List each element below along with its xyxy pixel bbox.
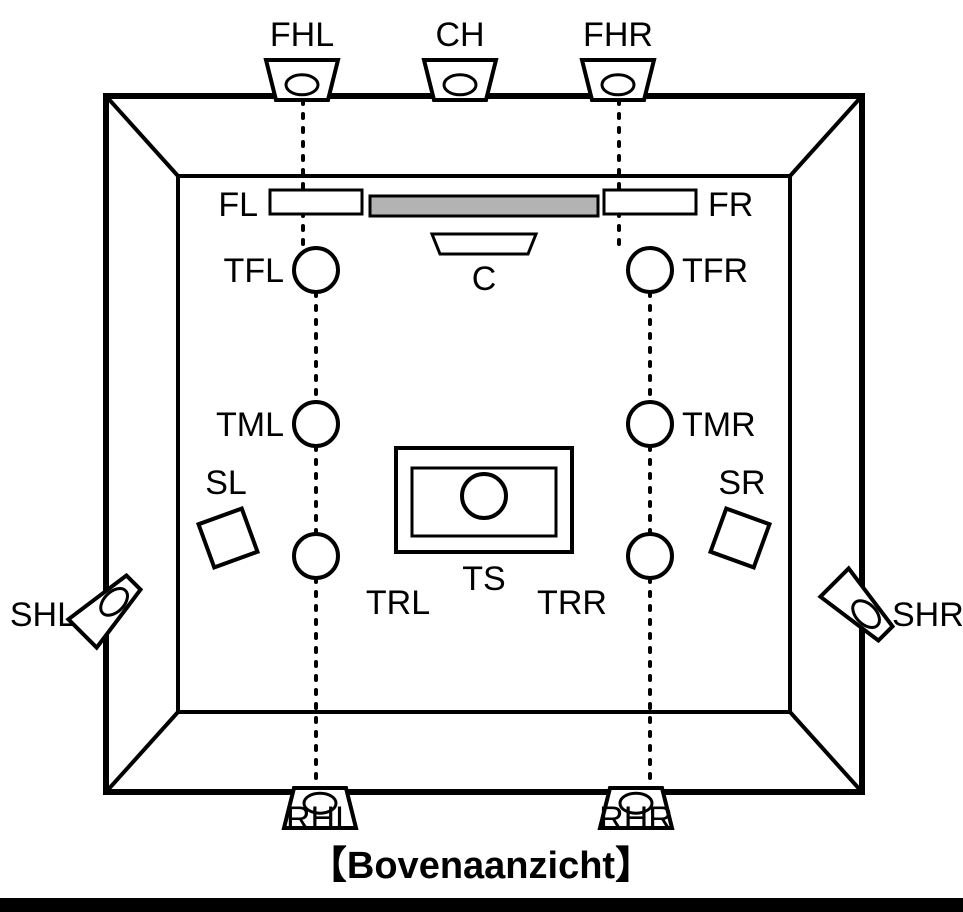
speaker-fhr: [582, 60, 654, 100]
label-fl: FL: [218, 186, 258, 224]
label-shr: SHR: [892, 596, 963, 634]
speaker-tmr: [628, 402, 672, 446]
speaker-tml: [294, 402, 338, 446]
bottom-bar: [0, 898, 963, 912]
label-tmr: TMR: [682, 406, 756, 444]
speaker-tfl: [294, 248, 338, 292]
label-trr: TRR: [537, 584, 607, 622]
speaker-trr: [628, 534, 672, 578]
label-rhl: RHL: [286, 800, 354, 838]
label-c: C: [472, 260, 497, 298]
label-tfr: TFR: [682, 252, 748, 290]
label-shl: SHL: [10, 596, 76, 634]
diagram-title: 【Bovenaanzicht】: [309, 845, 653, 887]
speaker-fl: [270, 190, 362, 214]
label-rhr: RHR: [599, 800, 673, 838]
screen-bar: [370, 196, 598, 216]
speaker-layout-diagram: FHL CH FHR FL FR TFL TFR C TML TMR SL SR TS TRL TRR SHL…: [0, 0, 963, 912]
label-sl: SL: [205, 464, 247, 502]
speaker-trl: [294, 534, 338, 578]
listener-head: [462, 474, 506, 518]
label-sr: SR: [718, 464, 765, 502]
label-fhr: FHR: [583, 16, 653, 54]
speaker-ch: [424, 60, 496, 100]
speaker-tfr: [628, 248, 672, 292]
speaker-fhl: [266, 60, 338, 100]
label-fr: FR: [708, 186, 753, 224]
speaker-fr: [604, 190, 696, 214]
label-fhl: FHL: [270, 16, 334, 54]
label-tml: TML: [216, 406, 284, 444]
label-ts: TS: [462, 560, 505, 598]
center-speaker: [432, 234, 536, 254]
label-ch: CH: [435, 16, 484, 54]
label-trl: TRL: [366, 584, 430, 622]
label-tfl: TFL: [224, 252, 284, 290]
